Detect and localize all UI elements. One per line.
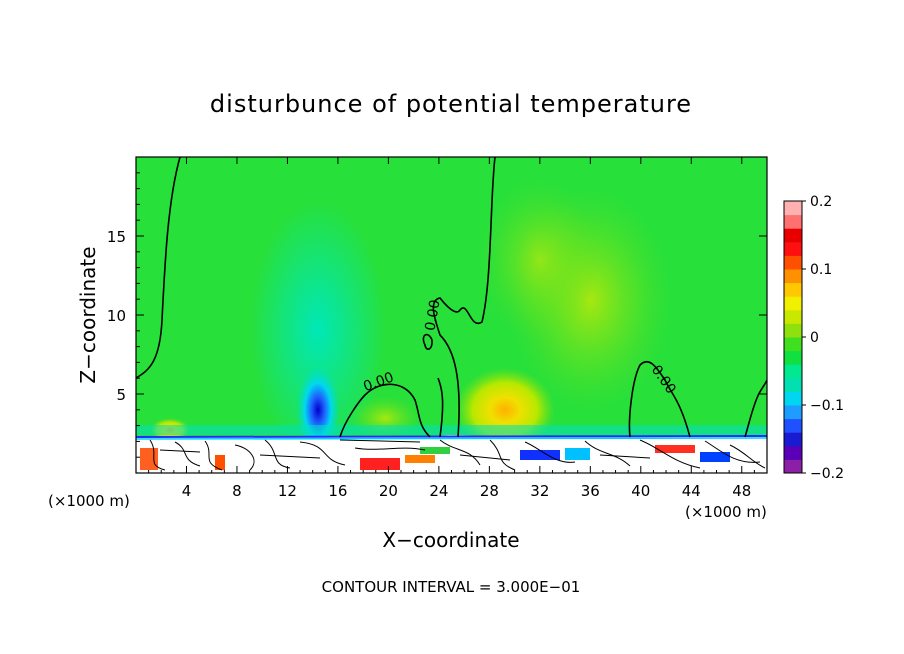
colorbar-swatch — [784, 214, 802, 229]
x-tick-label: 24 — [429, 482, 448, 500]
colorbar-swatch — [784, 459, 802, 474]
boundary-contours — [149, 439, 766, 471]
x-unit-right: (×1000 m) — [685, 503, 767, 521]
x-tick-label: 36 — [581, 482, 600, 500]
x-tick-label: 16 — [328, 482, 347, 500]
colorbar-tick-label: −0.2 — [810, 466, 844, 482]
x-axis-label: X−coordinate — [382, 528, 519, 552]
y-tick-label: 15 — [107, 228, 126, 246]
y-tick-label: 5 — [116, 386, 126, 404]
colorbar-swatch — [784, 323, 802, 338]
x-tick-label: 28 — [480, 482, 499, 500]
chart-title: disturbunce of potential temperature — [210, 90, 692, 118]
zero-contour-7 — [437, 377, 444, 438]
colorbar-swatch — [784, 228, 802, 243]
x-axis-ticks: 4 8 12 16 20 24 28 32 36 40 44 48 — [148, 157, 755, 500]
heatmap-field — [136, 157, 767, 473]
colorbar-tick-label: 0 — [810, 330, 819, 346]
colorbar-swatch — [784, 405, 802, 420]
x-tick-label: 8 — [232, 482, 242, 500]
zero-contour-2 — [432, 157, 496, 438]
colorbar-swatch — [784, 241, 802, 256]
colorbar-swatch — [784, 350, 802, 365]
contour-label: 0.00 — [422, 299, 443, 332]
x-tick-label: 20 — [379, 482, 398, 500]
colorbar-swatch — [784, 282, 802, 297]
y-tick-label: 10 — [107, 307, 126, 325]
colorbar-swatch — [784, 296, 802, 311]
x-tick-label: 40 — [631, 482, 650, 500]
colorbar-swatch — [784, 391, 802, 406]
warm-plume-upper — [480, 180, 600, 340]
colorbar-swatch — [784, 269, 802, 284]
zero-contour-4 — [422, 333, 433, 350]
x-tick-label: 12 — [278, 482, 297, 500]
colorbar-swatch — [784, 432, 802, 447]
cool-plume — [250, 200, 386, 460]
colorbar-swatch — [784, 418, 802, 433]
zero-contours — [136, 157, 767, 438]
colorbar-swatch — [784, 377, 802, 392]
colorbar-tick-label: −0.1 — [810, 398, 844, 414]
zero-contour-1 — [136, 157, 181, 379]
colorbar-swatch — [784, 255, 802, 270]
contour-interval-footer: CONTOUR INTERVAL = 3.000E−01 — [322, 578, 581, 596]
x-tick-label: 48 — [732, 482, 751, 500]
x-tick-label: 4 — [182, 482, 192, 500]
x-tick-label: 32 — [530, 482, 549, 500]
boundary-layer — [136, 435, 767, 473]
colorbar-swatch — [784, 337, 802, 352]
x-unit-left: (×1000 m) — [48, 492, 130, 510]
colorbar: 0.2 0.1 0 −0.1 −0.2 — [783, 194, 844, 482]
x-tick-label: 44 — [682, 482, 701, 500]
zero-contour-6 — [744, 379, 767, 438]
y-axis-ticks: 5 10 15 — [107, 172, 767, 458]
y-axis-label: Z−coordinate — [76, 246, 100, 383]
colorbar-swatch — [784, 201, 802, 216]
zero-contour-5 — [628, 360, 691, 438]
colorbar-tick-label: 0.1 — [810, 262, 832, 278]
colorbar-swatch — [784, 445, 802, 460]
colorbar-swatch — [784, 364, 802, 379]
colorbar-tick-label: 0.2 — [810, 194, 832, 210]
zero-contour-3 — [339, 383, 431, 438]
colorbar-swatch — [784, 309, 802, 324]
